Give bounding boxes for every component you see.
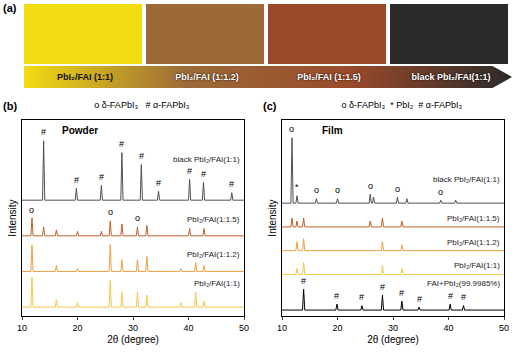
svg-text:o: o <box>314 185 319 195</box>
svg-text:#: # <box>99 172 104 182</box>
svg-text:Intensity: Intensity <box>267 199 278 236</box>
svg-text:#: # <box>139 151 144 161</box>
svg-text:50: 50 <box>239 323 249 333</box>
svg-text:Intensity: Intensity <box>7 199 18 236</box>
svg-text:o: o <box>438 187 443 197</box>
svg-text:#: # <box>380 282 385 292</box>
svg-text:#: # <box>461 292 466 302</box>
svg-text:50: 50 <box>499 323 509 333</box>
html-text:PbI₂/FAI (1:1.5): PbI₂/FAI (1:1.5) <box>297 72 361 82</box>
svg-text:o: o <box>135 213 140 223</box>
svg-text:o δ-FAPbI₃ # α-FAPbI₃: o δ-FAPbI₃ # α-FAPbI₃ <box>94 100 189 110</box>
html-text:PbI₂/FAI (1:1): PbI₂/FAI (1:1) <box>57 72 113 82</box>
svg-text:40: 40 <box>443 323 453 333</box>
svg-text:Powder: Powder <box>62 125 98 136</box>
svg-text:#: # <box>399 288 404 298</box>
svg-text:o: o <box>289 124 294 134</box>
svg-text:o: o <box>395 184 400 194</box>
svg-text:o: o <box>368 181 373 191</box>
svg-text:#: # <box>41 127 46 137</box>
svg-text:o: o <box>335 185 340 195</box>
svg-text:#: # <box>74 175 79 185</box>
svg-text:#: # <box>201 169 206 179</box>
svg-text:#: # <box>417 294 422 304</box>
svg-text:20: 20 <box>332 323 342 333</box>
svg-text:2θ (degree): 2θ (degree) <box>107 334 159 345</box>
svg-text:#: # <box>334 291 339 301</box>
svg-text:PbI₂/FAI(1:1.2): PbI₂/FAI(1:1.2) <box>447 238 500 247</box>
svg-text:#: # <box>187 166 192 176</box>
html-text:black PbI₂/FAI(1:1): black PbI₂/FAI(1:1) <box>411 72 491 82</box>
svg-text:PbI₂/FAI(1:1.5): PbI₂/FAI(1:1.5) <box>187 215 240 224</box>
svg-text:#: # <box>448 291 453 301</box>
svg-text:#: # <box>229 179 234 189</box>
svg-text:#: # <box>301 276 306 286</box>
svg-text:Film: Film <box>322 125 343 136</box>
svg-text:o: o <box>108 207 113 217</box>
svg-text:*: * <box>295 182 299 192</box>
svg-text:30: 30 <box>388 323 398 333</box>
svg-text:2θ (degree): 2θ (degree) <box>367 334 419 345</box>
svg-text:PbI₂/FAI(1:1.2): PbI₂/FAI(1:1.2) <box>187 250 240 259</box>
html-text:(a): (a) <box>3 2 17 14</box>
svg-text:40: 40 <box>183 323 193 333</box>
svg-text:PbI₂/FAI(1:1): PbI₂/FAI(1:1) <box>194 279 240 288</box>
html-text:(b): (b) <box>3 100 17 112</box>
svg-text:FAI+PbI₂(99.9985%): FAI+PbI₂(99.9985%) <box>427 279 500 288</box>
svg-text:#: # <box>156 178 161 188</box>
svg-text:10: 10 <box>277 323 287 333</box>
svg-text:30: 30 <box>128 323 138 333</box>
svg-text:black PbI₂/FAI(1:1): black PbI₂/FAI(1:1) <box>173 155 240 164</box>
svg-text:#: # <box>359 292 364 302</box>
html-text:(c): (c) <box>263 100 277 112</box>
svg-text:black PbI₂/FAI(1:1): black PbI₂/FAI(1:1) <box>433 175 500 184</box>
svg-text:#: # <box>119 139 124 149</box>
svg-text:PbI₂/FAI(1:1.5): PbI₂/FAI(1:1.5) <box>447 214 500 223</box>
html-text:PbI₂/FAI (1:1.2): PbI₂/FAI (1:1.2) <box>175 72 239 82</box>
svg-text:o δ-FAPbI₃ * PbI₂ # α-FAPbI₃: o δ-FAPbI₃ * PbI₂ # α-FAPbI₃ <box>342 100 463 110</box>
svg-text:20: 20 <box>72 323 82 333</box>
svg-text:PbI₂/FAI(1:1): PbI₂/FAI(1:1) <box>454 261 500 270</box>
svg-text:o: o <box>29 205 34 215</box>
svg-text:10: 10 <box>17 323 27 333</box>
